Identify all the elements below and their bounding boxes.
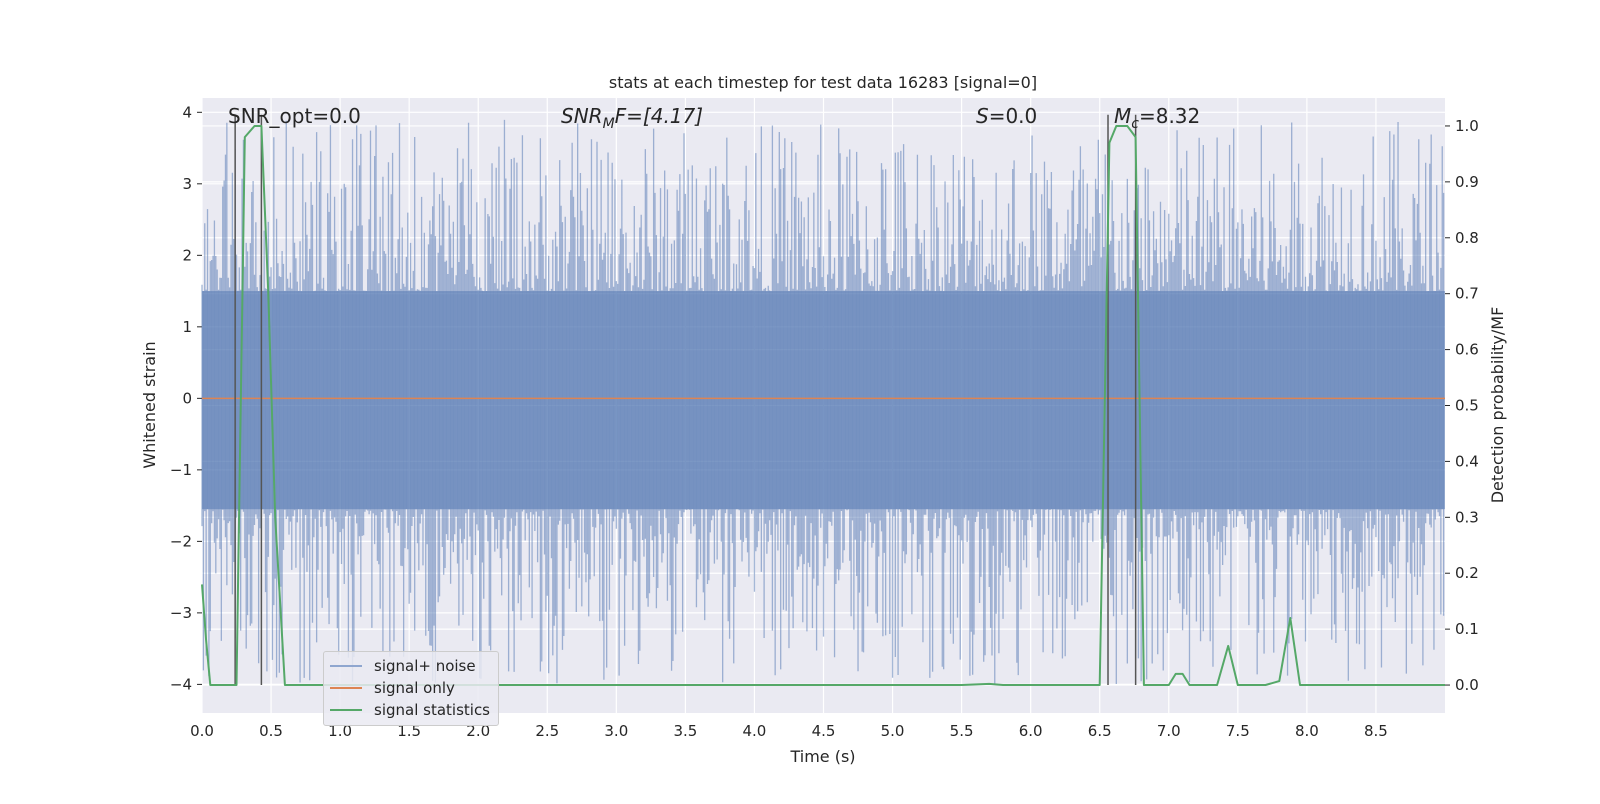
legend: signal+ noise signal only signal statist… xyxy=(323,651,499,726)
legend-label-signal-statistics: signal statistics xyxy=(374,701,491,719)
y-tick-label-right: 0.3 xyxy=(1455,508,1479,526)
y-tick-label-left: 2 xyxy=(182,246,192,264)
x-tick-label: 1.5 xyxy=(397,722,421,740)
legend-label-signal-noise: signal+ noise xyxy=(374,657,476,675)
legend-item-signal-statistics: signal statistics xyxy=(330,699,490,721)
x-tick-label: 5.0 xyxy=(881,722,905,740)
x-tick-label: 4.0 xyxy=(743,722,767,740)
y-tick-label-right: 0.6 xyxy=(1455,341,1479,359)
y-tick-label-right: 0.4 xyxy=(1455,452,1479,470)
x-tick-label: 8.0 xyxy=(1295,722,1319,740)
x-tick-label: 3.5 xyxy=(673,722,697,740)
y-axis-label-right: Detection probability/MF xyxy=(1488,307,1507,504)
y-tick-label-left: −1 xyxy=(170,461,192,479)
legend-item-signal-noise: signal+ noise xyxy=(330,655,476,677)
y-tick-labels-left: −4 −3 −2 −1 0 1 2 3 4 xyxy=(170,103,192,693)
annotation-s: S=0.0 xyxy=(976,104,1037,128)
x-tick-label: 0.5 xyxy=(259,722,283,740)
legend-swatch-signal-statistics xyxy=(330,709,362,711)
x-tick-label: 6.5 xyxy=(1088,722,1112,740)
y-tick-label-right: 0.7 xyxy=(1455,285,1479,303)
y-tick-label-right: 0.9 xyxy=(1455,173,1479,191)
x-tick-label: 8.5 xyxy=(1364,722,1388,740)
y-tick-label-right: 0.8 xyxy=(1455,229,1479,247)
chart-title: stats at each timestep for test data 162… xyxy=(609,73,1037,92)
legend-item-signal-only: signal only xyxy=(330,677,455,699)
signal-noise-series xyxy=(201,119,1445,685)
y-tick-label-left: −2 xyxy=(170,532,192,550)
y-tick-label-left: 1 xyxy=(182,318,192,336)
y-tick-label-left: −3 xyxy=(170,604,192,622)
legend-swatch-signal-only xyxy=(330,687,362,689)
y-tick-label-left: 3 xyxy=(182,175,192,193)
y-tick-label-right: 0.2 xyxy=(1455,564,1479,582)
y-tick-label-right: 0.0 xyxy=(1455,676,1479,694)
x-tick-label: 7.5 xyxy=(1226,722,1250,740)
y-tick-label-left: −4 xyxy=(170,675,192,693)
annotation-mc: Mc=8.32 xyxy=(1114,104,1200,132)
x-tick-label: 1.0 xyxy=(328,722,352,740)
y-tick-labels-right: 0.0 0.1 0.2 0.3 0.4 0.5 0.6 0.7 0.8 0.9 1.0 xyxy=(1455,117,1479,694)
y-tick-label-right: 0.1 xyxy=(1455,620,1479,638)
y-tick-label-left: 0 xyxy=(182,389,192,407)
x-tick-label: 5.5 xyxy=(950,722,974,740)
x-tick-label: 7.0 xyxy=(1157,722,1181,740)
y-tick-label-right: 1.0 xyxy=(1455,117,1479,135)
x-tick-label: 4.5 xyxy=(812,722,836,740)
x-tick-label: 3.0 xyxy=(604,722,628,740)
annotation-snr-opt: SNR_opt=0.0 xyxy=(228,104,361,128)
x-tick-label: 2.0 xyxy=(466,722,490,740)
signal-statistics-series xyxy=(201,125,1445,686)
signal-statistics-line xyxy=(201,125,1445,686)
y-tick-label-right: 0.5 xyxy=(1455,397,1479,415)
y-axis-label-left: Whitened strain xyxy=(140,341,159,468)
y-tick-label-left: 4 xyxy=(182,103,192,121)
x-axis-label: Time (s) xyxy=(789,747,855,766)
x-tick-label: 6.0 xyxy=(1019,722,1043,740)
x-tick-labels: 0.0 0.5 1.0 1.5 2.0 2.5 3.0 3.5 4.0 4.5 5.0 5.5 6.0 6… xyxy=(190,722,1388,740)
legend-label-signal-only: signal only xyxy=(374,679,455,697)
noise-bars xyxy=(201,119,1445,685)
legend-swatch-signal-noise xyxy=(330,665,362,667)
x-tick-label: 2.5 xyxy=(535,722,559,740)
annotation-snr-mf: SNRMF=[4.17] xyxy=(561,104,703,132)
x-tick-label: 0.0 xyxy=(190,722,214,740)
